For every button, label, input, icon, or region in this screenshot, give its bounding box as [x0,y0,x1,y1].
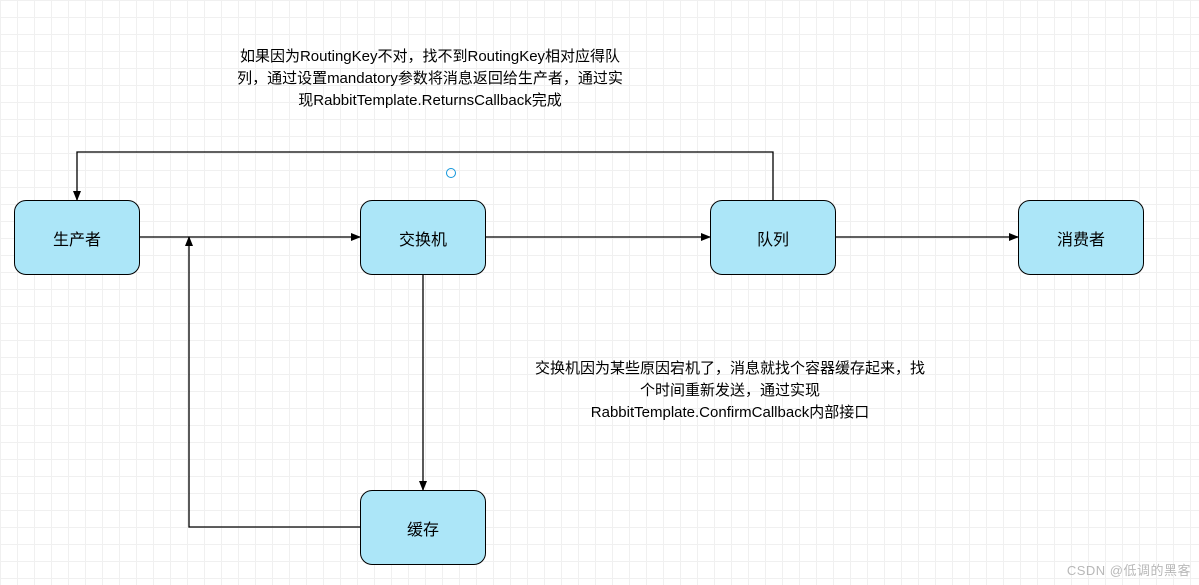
node-exchange: 交换机 [360,200,486,275]
annotation-top: 如果因为RoutingKey不对，找不到RoutingKey相对应得队列，通过设… [170,46,690,111]
node-producer: 生产者 [14,200,140,275]
annotation-middle: 交换机因为某些原因宕机了，消息就找个容器缓存起来，找个时间重新发送，通过实现Ra… [470,358,990,423]
node-queue-label: 队列 [757,226,789,250]
node-consumer: 消费者 [1018,200,1144,275]
node-cache-label: 缓存 [407,516,439,540]
node-queue: 队列 [710,200,836,275]
selection-handle-icon [446,168,456,178]
watermark-text: CSDN @低调的黑客 [1067,560,1191,579]
node-consumer-label: 消费者 [1057,226,1105,250]
node-exchange-label: 交换机 [399,226,447,250]
node-cache: 缓存 [360,490,486,565]
node-producer-label: 生产者 [53,226,101,250]
